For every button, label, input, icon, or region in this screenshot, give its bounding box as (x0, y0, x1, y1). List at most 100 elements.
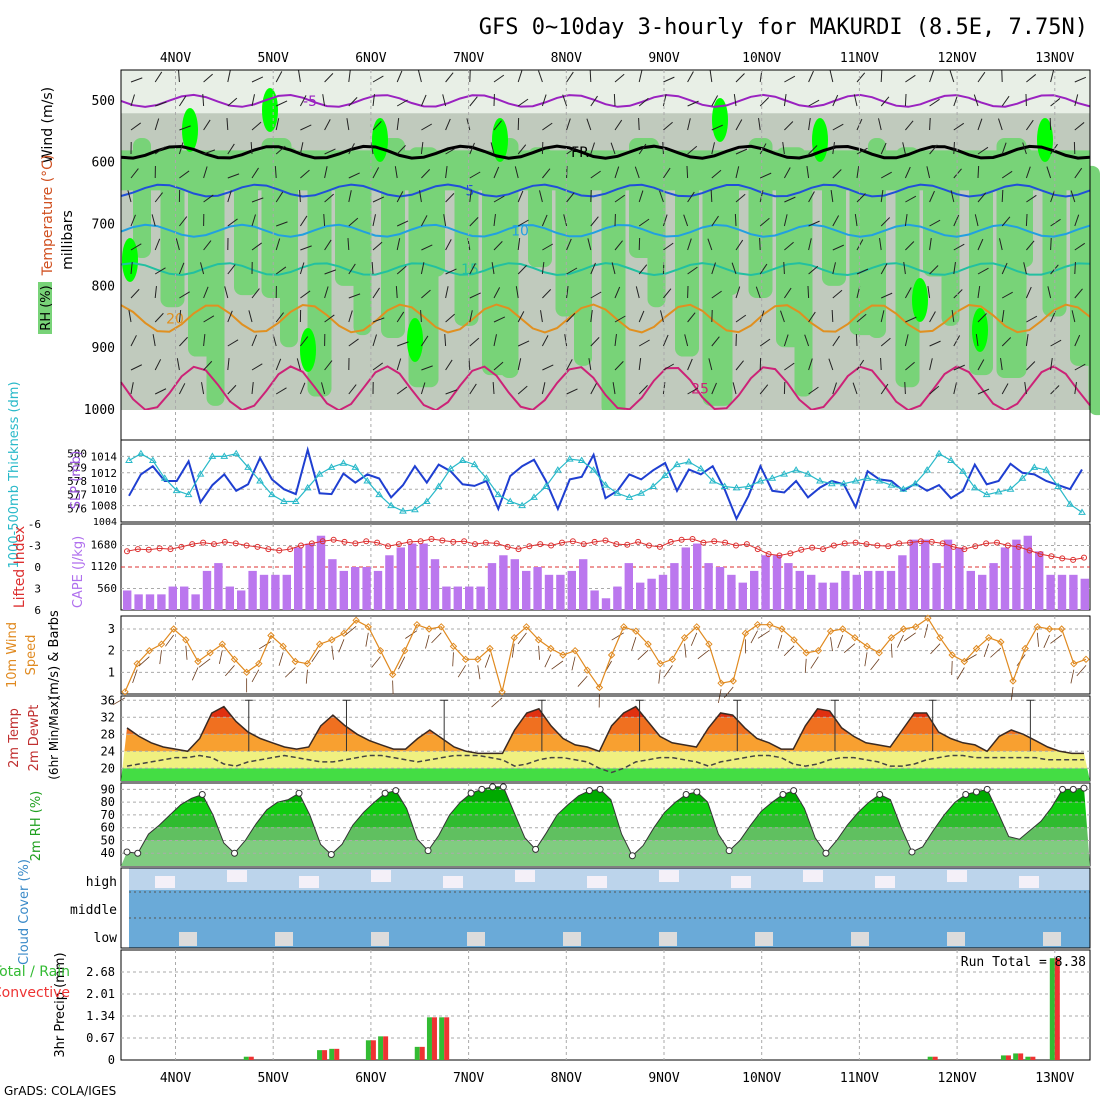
precip-convective-legend: Convective (0, 985, 70, 1001)
cape-bar (1000, 547, 1010, 610)
pressure-tick-label: 600 (92, 156, 115, 171)
temp-tick-label: 28 (101, 727, 115, 741)
x-tick-label-top: 4NOV (160, 51, 191, 66)
wind-barb (251, 94, 255, 107)
wind-barb (1001, 337, 1012, 347)
cape-bar (214, 563, 223, 610)
wind-barb (542, 289, 552, 299)
cloud-level-label: low (94, 931, 118, 946)
wind-speed-point (984, 633, 993, 642)
wind-barb (832, 94, 839, 107)
temp-contour-label: 25 (691, 381, 709, 397)
wind-barb (1074, 382, 1077, 395)
wind-barb (324, 193, 334, 203)
cape-bar (818, 582, 827, 610)
wind-barb (880, 171, 892, 179)
rh-mid-blob (234, 175, 258, 296)
wind-barb (299, 189, 301, 203)
slp-line (128, 445, 1083, 522)
wind-barb (250, 141, 253, 155)
wind-barb (660, 310, 664, 323)
wind-barb (783, 94, 787, 107)
wind-barb (783, 261, 785, 275)
rh-point (1058, 785, 1066, 793)
wind-barb (1074, 334, 1081, 347)
wind-barb (929, 385, 940, 395)
rh-point (478, 785, 486, 793)
cloud-gap-low (275, 932, 293, 946)
wind-barb-10m (577, 675, 588, 687)
wind-barb (493, 316, 506, 323)
temp-contour-20 (120, 303, 1091, 334)
maxmin-axis-title: (6hr Min/Max) (47, 696, 61, 780)
wind-barb (348, 263, 356, 275)
wind-barb (808, 118, 811, 131)
wind-speed-point (364, 623, 372, 631)
wind-barb-10m (191, 667, 199, 681)
wind-barb (154, 118, 160, 131)
x-tick-label-top: 8NOV (551, 51, 582, 66)
cape-bar (225, 586, 234, 610)
rh-tick-label: 50 (101, 833, 115, 847)
wind-barb (251, 197, 264, 203)
wind-barb (953, 141, 955, 155)
wind-barb (880, 190, 884, 203)
rh-bright-blob (262, 88, 278, 132)
wind-barb (1070, 190, 1076, 203)
wind-barb (200, 262, 205, 275)
wind-barb (564, 334, 568, 347)
wind-barb (299, 382, 306, 395)
li-tick-label: 3 (34, 583, 41, 596)
thickness-line (128, 452, 1083, 513)
wind-barb (880, 357, 882, 371)
wind-barb-10m (750, 630, 758, 644)
wind-barb (1025, 213, 1028, 227)
wind-barb (905, 316, 917, 323)
wind-speed-point (839, 625, 847, 633)
wind-barb (154, 238, 161, 251)
wind-barb (735, 148, 748, 155)
wind-barb-10m (165, 634, 174, 647)
wind-barb-10m (830, 637, 833, 652)
temp-contour-15 (120, 262, 1091, 277)
cape-bar (761, 555, 770, 610)
precip-frame (120, 949, 1091, 1061)
li-line (126, 538, 1085, 561)
wind-barb (1050, 237, 1052, 251)
wind-barb-10m (757, 630, 770, 639)
wind-barb (130, 364, 143, 371)
wind-barb (735, 239, 744, 251)
precip-total-bar (317, 1050, 323, 1060)
wind-barb (420, 382, 426, 395)
wind-barb-10m (631, 637, 637, 651)
wind-barb-10m (664, 665, 673, 678)
wind-barb (491, 262, 495, 275)
cloud-gap-low (1043, 932, 1061, 946)
wind-barb (1001, 95, 1010, 107)
wind-barb (128, 310, 132, 323)
cape-bar (419, 543, 428, 610)
wind-barb (977, 118, 983, 131)
rh-bright-blob (492, 118, 508, 162)
wind-barb (880, 69, 883, 83)
cape-bar (259, 574, 269, 610)
cape-tick-label: 1680 (91, 538, 118, 551)
wind-barb (539, 190, 543, 203)
wind-barb (396, 220, 409, 227)
rh-point (822, 849, 830, 857)
wind-barb (226, 117, 229, 131)
wind-barb (517, 98, 529, 107)
slp-tick-label: 1012 (91, 467, 118, 480)
rh-point (908, 848, 916, 856)
wind-barb (977, 165, 980, 179)
cape-bar (248, 570, 257, 610)
wind-barb (300, 290, 311, 299)
precip-total-legend: Total / Rain (0, 964, 70, 980)
wind-speed-point (328, 636, 336, 644)
rh-mid-band (121, 150, 1090, 191)
wind-barb (953, 122, 965, 131)
precip-total-bar (1013, 1053, 1019, 1060)
wind-barb (759, 217, 770, 227)
wind-barb-10m (484, 654, 491, 668)
